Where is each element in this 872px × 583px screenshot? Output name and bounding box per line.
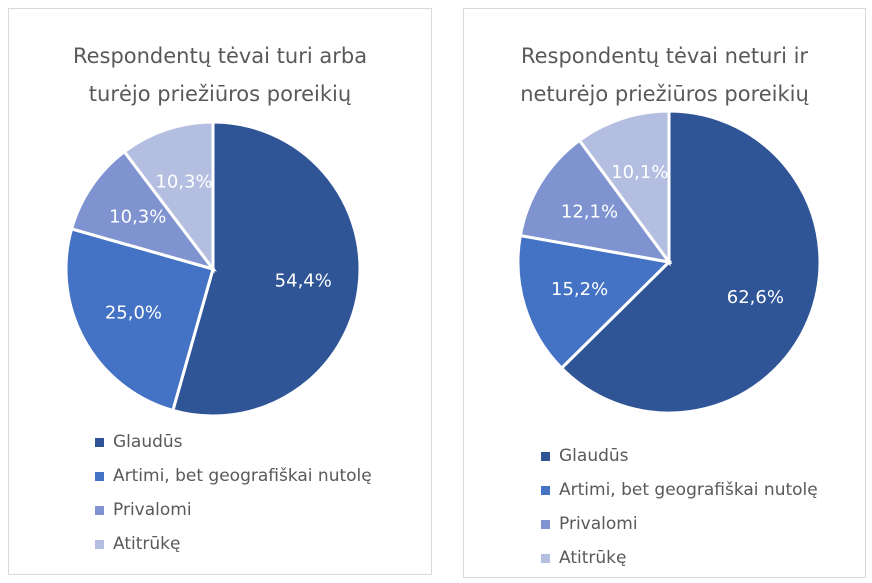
data-label: 10,1% [611, 162, 668, 183]
legend-item: Privalomi [541, 507, 818, 541]
legend-item: Atitrūkę [541, 541, 818, 575]
data-label: 54,4% [275, 271, 332, 292]
legend-item: Privalomi [95, 493, 372, 527]
legend: Glaudūs Artimi, bet geografiškai nutolę Pr… [95, 425, 372, 561]
legend-item: Atitrūkę [95, 527, 372, 561]
legend-item: Artimi, bet geografiškai nutolę [541, 473, 818, 507]
pie-chart: 54,4% 25,0% 10,3% 10,3% [64, 120, 362, 418]
legend-label: Artimi, bet geografiškai nutolę [559, 480, 818, 500]
legend-swatch [95, 505, 104, 515]
legend-item: Artimi, bet geografiškai nutolę [95, 459, 372, 493]
legend: Glaudūs Artimi, bet geografiškai nutolę Pr… [541, 439, 818, 575]
pie-slice [577, 109, 671, 267]
data-label: 10,3% [155, 172, 212, 193]
legend-label: Glaudūs [113, 432, 183, 452]
legend-label: Artimi, bet geografiškai nutolę [113, 466, 372, 486]
data-label: 15,2% [551, 279, 608, 300]
legend-label: Privalomi [113, 500, 192, 520]
legend-swatch [541, 553, 550, 563]
legend-swatch [95, 471, 104, 481]
legend-swatch [541, 451, 550, 461]
legend-swatch [95, 539, 104, 549]
legend-swatch [541, 485, 550, 495]
chart-panel: 62,6% 15,2% 12,1% 10,1% Respondentų tėvai ne… [463, 8, 866, 578]
pie-slice [69, 149, 217, 272]
pie-slice [518, 138, 673, 265]
legend-label: Atitrūkę [113, 534, 181, 554]
data-label: 10,3% [109, 207, 166, 228]
pie-slice [559, 109, 822, 415]
legend-swatch [95, 437, 104, 447]
legend-label: Atitrūkę [559, 548, 627, 568]
pie-slice [64, 227, 215, 413]
pie-chart: 62,6% 15,2% 12,1% 10,1% [516, 109, 822, 415]
pie-slice [171, 120, 362, 418]
legend-item: Glaudūs [541, 439, 818, 473]
chart-title: Respondentų tėvai turi arba turėjo priež… [72, 44, 368, 106]
legend-item: Glaudūs [95, 425, 372, 459]
legend-label: Glaudūs [559, 446, 629, 466]
legend-swatch [541, 519, 550, 529]
chart-panel: 54,4% 25,0% 10,3% 10,3% Respondentų tėvai tu… [8, 8, 432, 575]
legend-label: Privalomi [559, 514, 638, 534]
data-label: 62,6% [727, 287, 784, 308]
chart-title: Respondentų tėvai neturi ir neturėjo pri… [520, 44, 809, 106]
data-label: 12,1% [561, 202, 618, 223]
pie-slice [122, 120, 215, 274]
data-label: 25,0% [105, 302, 162, 323]
pie-slice [516, 233, 673, 371]
